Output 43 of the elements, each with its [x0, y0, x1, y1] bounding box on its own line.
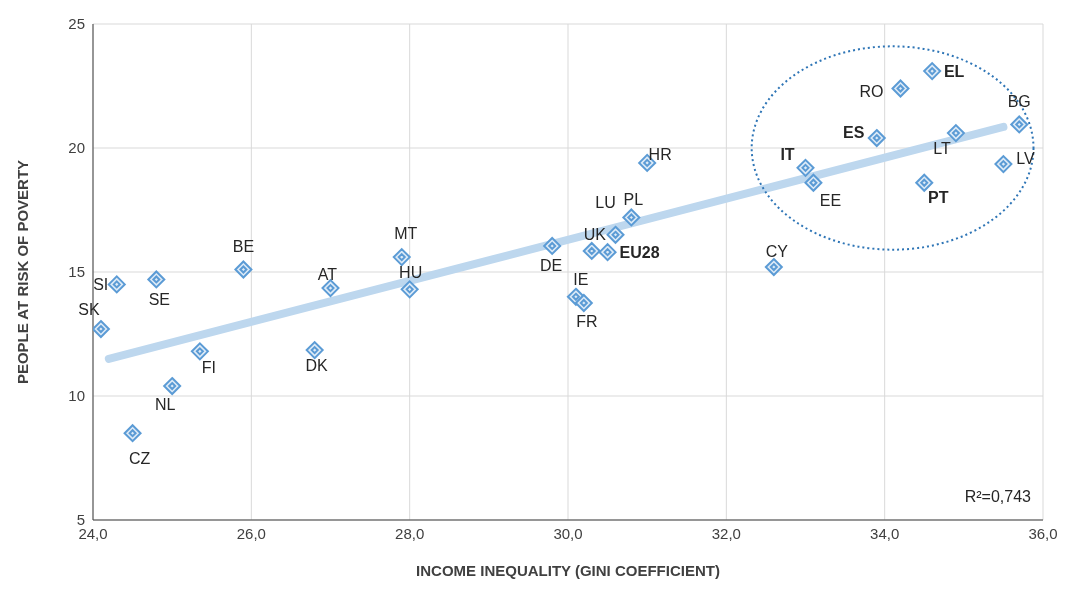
annotation: PT	[928, 189, 949, 207]
x-tick-label: 34,0	[870, 524, 900, 542]
annotation: EU28	[619, 243, 660, 261]
annotation: SK	[78, 300, 100, 318]
annotation: NL	[154, 395, 176, 413]
annotation: PL	[623, 190, 644, 208]
y-tick-label: 10	[68, 387, 85, 405]
x-axis-title: INCOME INEQUALITY (GINI COEFFICIENT)	[416, 562, 720, 579]
y-tick-label: 25	[68, 15, 85, 33]
annotation: UK	[583, 226, 607, 244]
y-tick-label: 20	[68, 139, 85, 157]
annotation: DK	[305, 356, 329, 374]
x-tick-label: 32,0	[711, 524, 741, 542]
annotation: FI	[201, 358, 216, 376]
annotation: CZ	[128, 449, 151, 467]
y-tick-label: 15	[68, 263, 85, 281]
annotation: BG	[1007, 92, 1031, 110]
annotation: EE	[819, 192, 842, 210]
annotation: EL	[943, 62, 965, 80]
annotation: DE	[540, 257, 563, 275]
annotation: HR	[648, 146, 672, 164]
annotation: IE	[573, 271, 589, 289]
x-tick-label: 30,0	[553, 524, 583, 542]
annotation: BE	[232, 238, 255, 256]
annotation: ES	[843, 123, 865, 141]
annotation: LV	[1016, 149, 1035, 167]
annotation: R²=0,743	[964, 488, 1032, 505]
annotation: RO	[859, 82, 884, 100]
annotation: LU	[595, 194, 616, 212]
annotation: FR	[576, 312, 598, 330]
annotation: AT	[317, 265, 338, 283]
annotation: SI	[93, 275, 109, 293]
annotation: LT	[933, 139, 951, 157]
y-axis-title: PEOPLE AT RISK OF POVERTY	[14, 159, 32, 385]
annotation: CY	[765, 242, 789, 260]
annotation: SE	[148, 290, 171, 308]
annotation: HU	[399, 263, 423, 281]
annotation: MT	[394, 224, 418, 242]
x-tick-label: 26,0	[236, 524, 266, 542]
x-tick-label: 28,0	[395, 524, 425, 542]
point	[93, 320, 110, 339]
x-tick-label: 36,0	[1028, 524, 1058, 542]
annotation: IT	[780, 146, 795, 164]
